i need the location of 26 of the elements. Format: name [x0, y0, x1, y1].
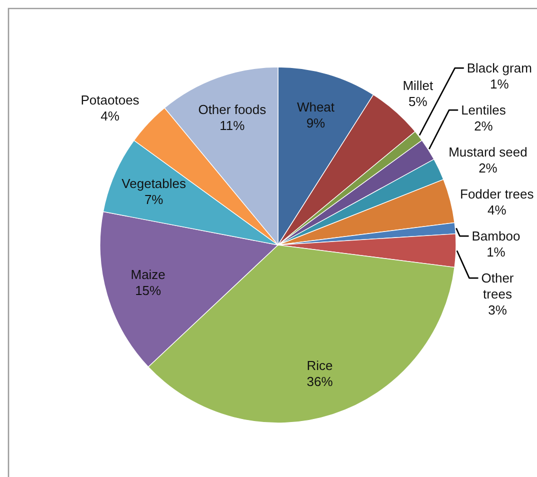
slice-label: Vegetables [122, 176, 187, 191]
slice-label: Rice [306, 358, 333, 374]
data-label: 3% [488, 302, 508, 318]
slice-label: Other trees [481, 270, 514, 302]
data-label: 2% [474, 118, 494, 134]
slice-label: Maize [130, 267, 166, 282]
slice-label: Lentiles [461, 102, 506, 118]
data-label: 4% [487, 202, 507, 218]
data-label: 1% [486, 244, 506, 260]
slice-label: Potaotoes [80, 92, 140, 108]
data-label: 5% [408, 94, 428, 110]
data-label: 1% [490, 76, 510, 92]
slice-label: Mustard seed [448, 144, 528, 160]
data-label: 15% [135, 283, 162, 298]
slice-label: Millet [402, 78, 434, 94]
data-label: 2% [478, 160, 498, 176]
data-label: 9% [306, 116, 326, 131]
slice-label: Other foods [198, 102, 267, 118]
data-label: 7% [144, 192, 164, 207]
slice-label: Bamboo [472, 228, 520, 244]
data-label: 36% [306, 374, 334, 390]
slice-label: Wheat [296, 100, 335, 115]
slice-label: Fodder trees [460, 186, 534, 202]
data-label: 11% [220, 118, 246, 134]
slice-label: Black gram [466, 60, 532, 76]
data-label: 4% [100, 108, 120, 124]
